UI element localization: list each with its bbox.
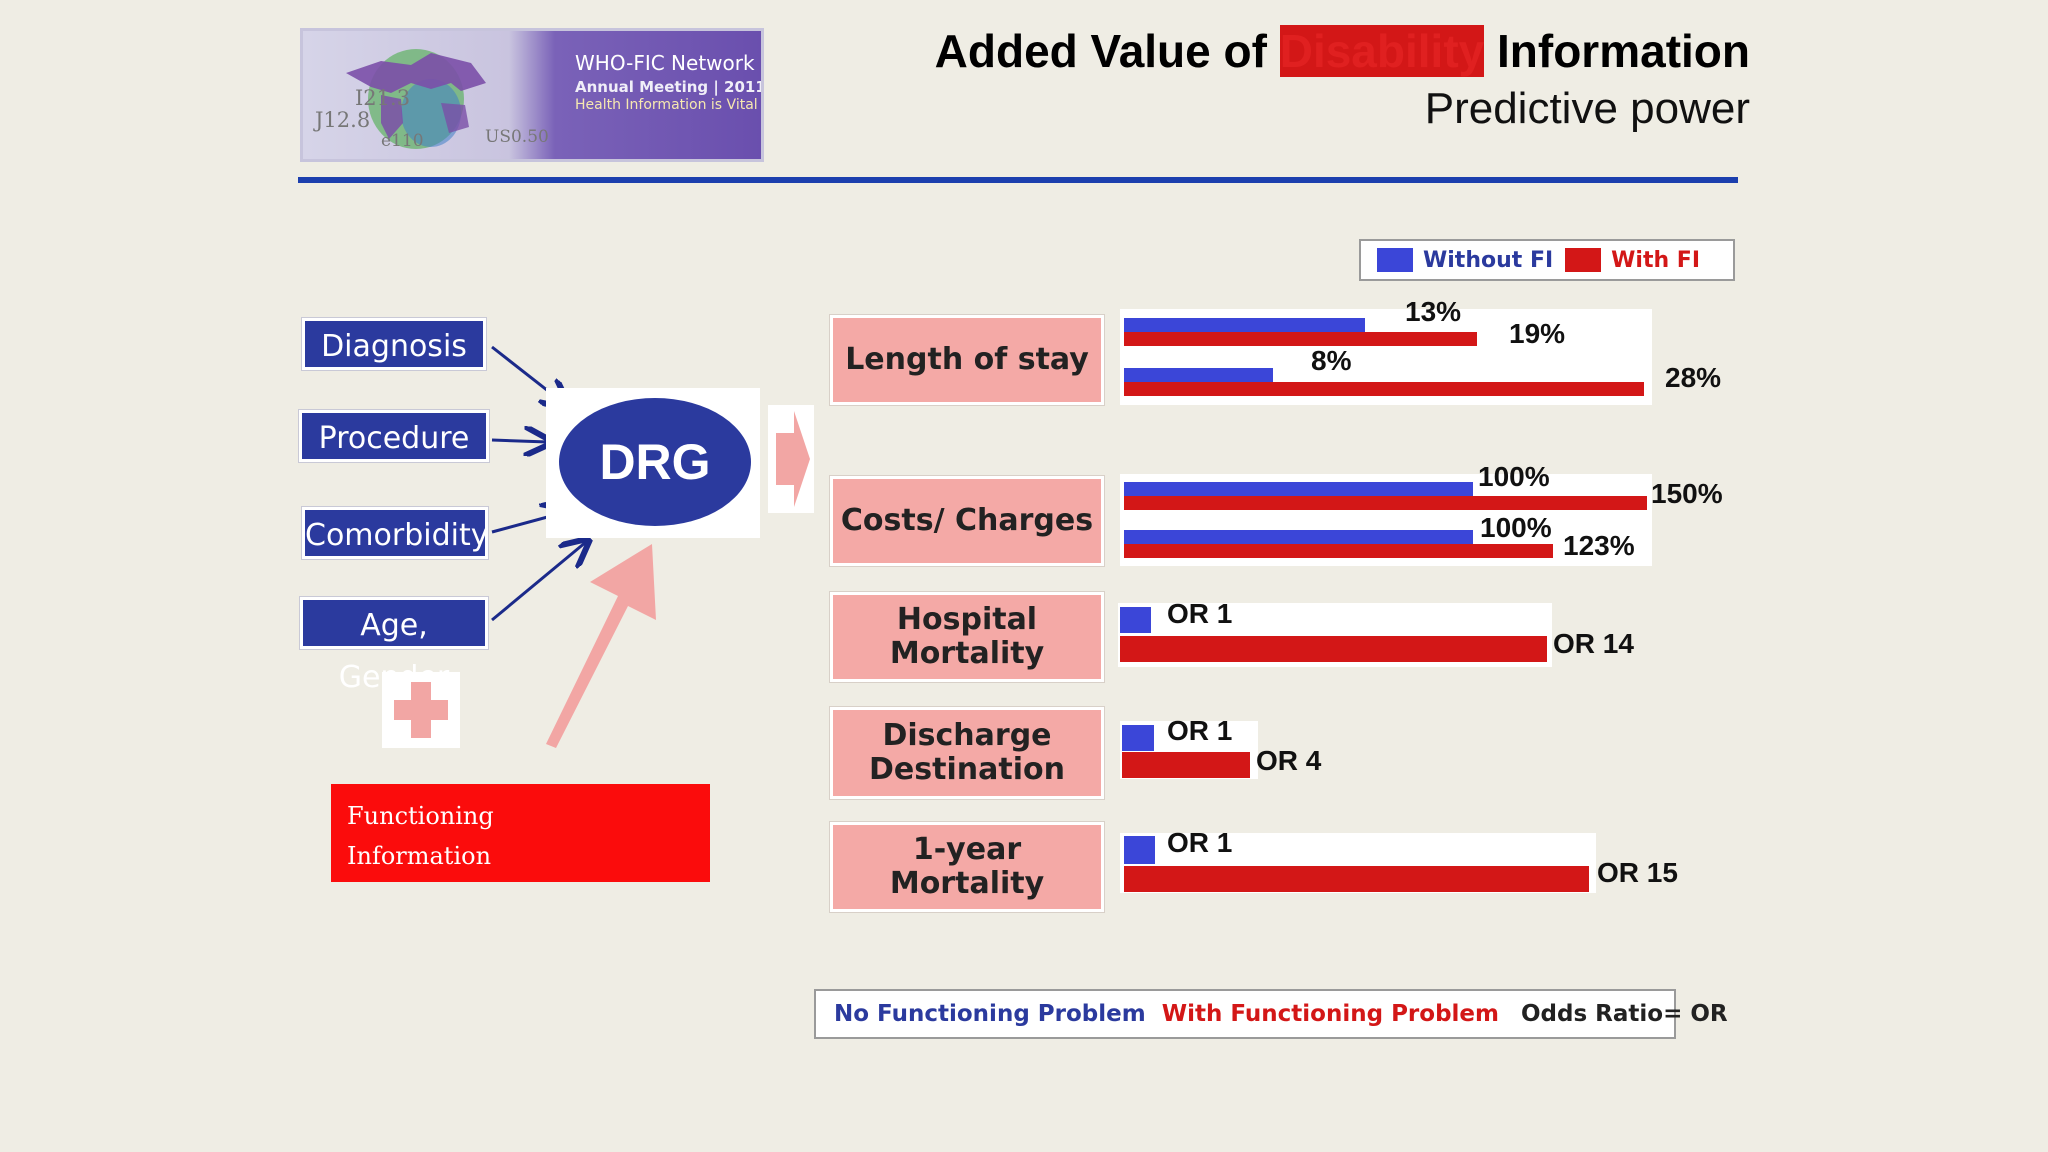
legend-swatch-with bbox=[1565, 248, 1602, 272]
legend-swatch-without bbox=[1377, 248, 1413, 272]
right-arrow-backdrop bbox=[768, 405, 814, 513]
bar-with-4-0 bbox=[1124, 866, 1589, 892]
functioning-label-line1: Functioning bbox=[347, 802, 494, 830]
bar-without-0-1 bbox=[1124, 368, 1273, 382]
functioning-label-line2: Information bbox=[347, 842, 492, 870]
arrow-procedure bbox=[491, 440, 548, 442]
value-label-with-0-1: 28% bbox=[1665, 362, 1722, 393]
value-label-with-2-0: OR 14 bbox=[1553, 628, 1634, 659]
title-line: Added Value of Disability Information bbox=[935, 24, 1750, 78]
plus-icon bbox=[394, 682, 448, 738]
value-label-without-4-0: OR 1 bbox=[1167, 827, 1233, 858]
functioning-arrow bbox=[546, 544, 656, 748]
value-label-with-3-0: OR 4 bbox=[1256, 745, 1322, 776]
logo-subtitle: Annual Meeting | 2011 bbox=[575, 78, 764, 96]
header-divider bbox=[298, 177, 1738, 183]
title-highlight: Disability bbox=[1279, 25, 1485, 77]
chart-legend-bottom: No Functioning Problem With Functioning … bbox=[814, 989, 1728, 1039]
bar-without-1-1 bbox=[1124, 530, 1473, 544]
value-label-without-0-1: 8% bbox=[1311, 345, 1352, 376]
bar-without-1-0 bbox=[1124, 482, 1473, 496]
plus-backdrop bbox=[382, 672, 460, 748]
category-1-year-mortality: 1-year Mortality bbox=[830, 822, 1104, 912]
value-label-with-1-1: 123% bbox=[1563, 530, 1635, 561]
legend-label-no-problem: No Functioning Problem bbox=[834, 1001, 1146, 1027]
bar-without-0-0 bbox=[1124, 318, 1365, 332]
title-part-2: Information bbox=[1484, 25, 1750, 77]
logo-title: WHO-FIC Network bbox=[575, 51, 755, 75]
category-hospital-mortality: Hospital Mortality bbox=[830, 592, 1104, 682]
legend-label-with-problem: With Functioning Problem bbox=[1161, 1001, 1499, 1027]
conference-logo: I21.3 J12.8 e110 US0.50 WHO-FIC Network … bbox=[300, 28, 764, 162]
bar-without-4-0 bbox=[1124, 836, 1155, 864]
value-label-without-3-0: OR 1 bbox=[1167, 715, 1233, 746]
chart-legend-top: Without FI With FI bbox=[1359, 239, 1735, 281]
value-label-without-1-0: 100% bbox=[1478, 461, 1550, 492]
legend-label-without: Without FI bbox=[1423, 247, 1554, 273]
value-label-with-1-0: 150% bbox=[1651, 478, 1723, 509]
bar-with-1-1 bbox=[1124, 544, 1553, 558]
bar-with-1-0 bbox=[1124, 496, 1647, 510]
input-comorbidity: Comorbidity bbox=[302, 507, 489, 559]
bar-with-0-1 bbox=[1124, 382, 1644, 396]
value-label-without-0-0: 13% bbox=[1405, 296, 1462, 327]
value-label-without-2-0: OR 1 bbox=[1167, 598, 1233, 629]
input-procedure: Procedure bbox=[299, 410, 489, 462]
title-part-1: Added Value of bbox=[934, 25, 1280, 77]
bar-with-2-0 bbox=[1120, 636, 1547, 662]
legend-label-with: With FI bbox=[1611, 247, 1701, 273]
value-label-without-1-1: 100% bbox=[1480, 512, 1552, 543]
right-arrow-icon bbox=[776, 411, 810, 507]
logo-tagline: Health Information is Vital bbox=[575, 97, 758, 113]
category-length-of-stay: Length of stay bbox=[830, 315, 1104, 405]
logo-code-usd: US0.50 bbox=[485, 127, 549, 147]
slide-subtitle: Predictive power bbox=[1424, 84, 1750, 133]
arrow-age-gender bbox=[491, 542, 586, 622]
value-label-with-0-0: 19% bbox=[1509, 318, 1566, 349]
slide-title: Added Value of Disability Information Pr… bbox=[935, 24, 1750, 134]
category-discharge-destination: Discharge Destination bbox=[830, 707, 1104, 799]
logo-code-numbers: I21.3 J12.8 bbox=[315, 86, 411, 133]
input-age-gender: Age, Gender bbox=[300, 597, 488, 695]
legend-note-odds-ratio: Odds Ratio= OR bbox=[1520, 1001, 1728, 1027]
bar-with-0-0 bbox=[1124, 332, 1477, 346]
bar-without-3-0 bbox=[1122, 725, 1154, 751]
value-label-with-4-0: OR 15 bbox=[1597, 857, 1678, 888]
world-map-icon bbox=[346, 49, 486, 149]
input-diagnosis: Diagnosis bbox=[302, 318, 486, 370]
bar-with-3-0 bbox=[1122, 752, 1250, 778]
drg-oval: DRG bbox=[559, 398, 751, 526]
functioning-information-box: Functioning Information bbox=[331, 784, 710, 882]
category-costs-charges: Costs/ Charges bbox=[830, 476, 1104, 566]
bar-without-2-0 bbox=[1120, 607, 1151, 633]
logo-code-e: e110 bbox=[381, 131, 424, 151]
